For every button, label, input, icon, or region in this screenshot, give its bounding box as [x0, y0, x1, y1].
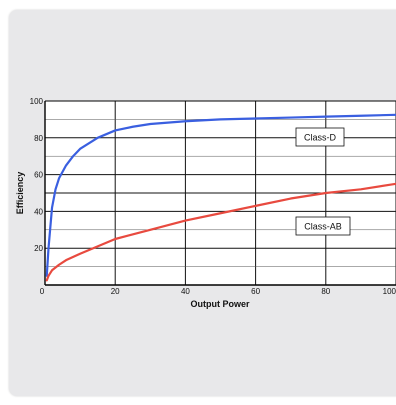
series-label-box — [295, 127, 345, 147]
x-tick-label: 0 — [40, 287, 45, 296]
y-tick-label: 20 — [34, 244, 43, 253]
x-tick-label: 100 — [383, 287, 396, 296]
y-tick-label: 80 — [34, 134, 43, 143]
series-group — [45, 113, 396, 282]
y-tick-label: 60 — [34, 171, 43, 180]
series-line-class-ab — [45, 182, 396, 282]
series-label-class-ab: Class-AB — [304, 222, 342, 232]
y-tick-label: 40 — [34, 207, 43, 216]
series-label-box — [295, 216, 351, 236]
tick-labels: 0 20 40 60 80 100 20 40 60 80 100 — [30, 97, 396, 296]
series-label-class-d: Class-D — [304, 133, 337, 143]
y-tick-label: 100 — [30, 97, 44, 106]
x-tick-label: 60 — [251, 287, 260, 296]
box-labels: Class-D Class-AB — [295, 127, 351, 236]
x-tick-label: 80 — [321, 287, 330, 296]
x-axis-title: Output Power — [191, 299, 250, 309]
series-line-class-d — [45, 113, 396, 277]
y-axis-title: Efficiency — [15, 172, 25, 215]
x-tick-label: 20 — [111, 287, 120, 296]
x-tick-label: 40 — [181, 287, 190, 296]
